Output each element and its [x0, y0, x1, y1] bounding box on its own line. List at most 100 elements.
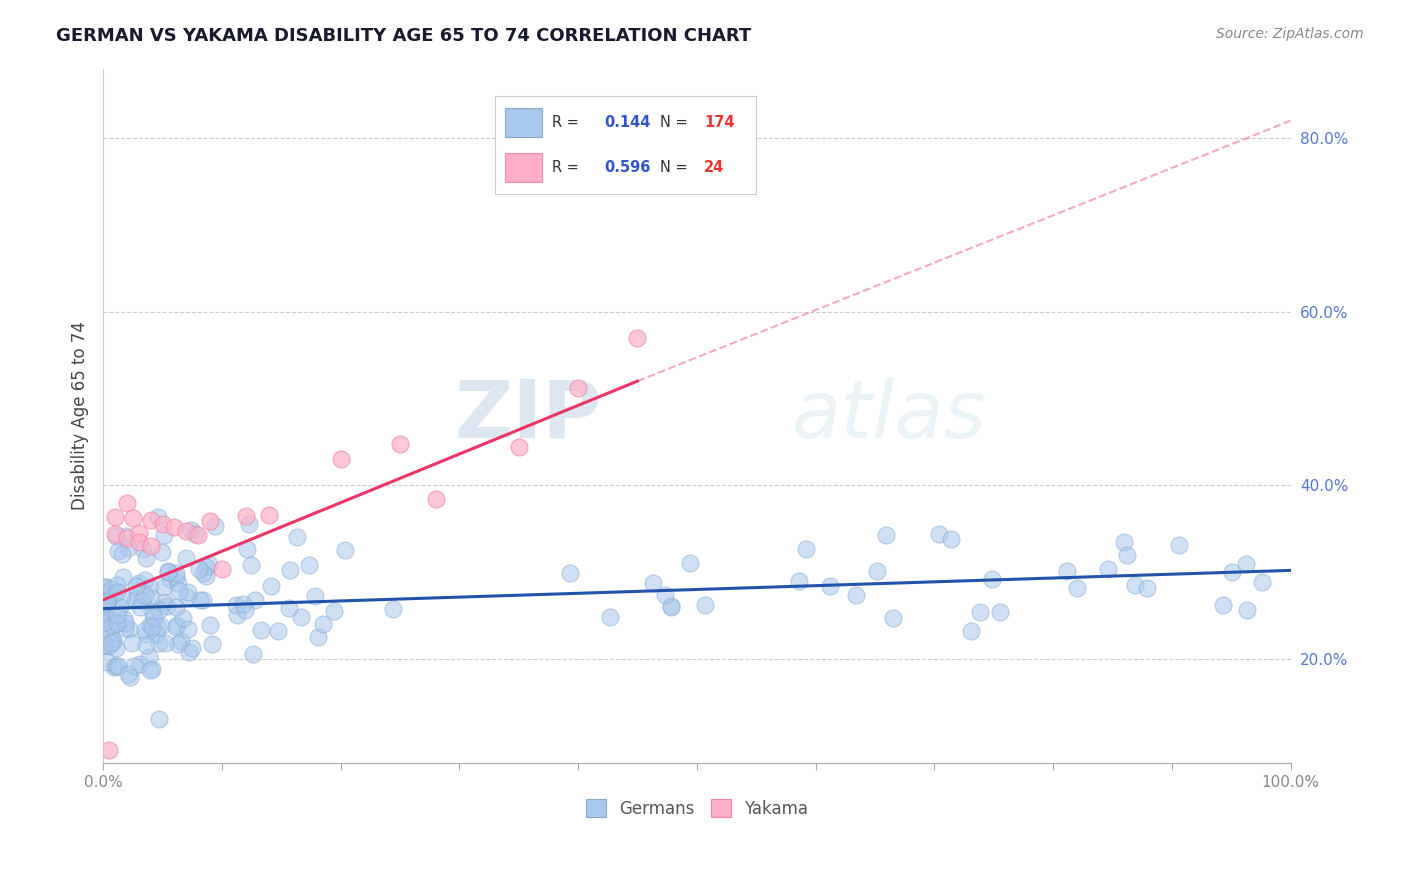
- Point: [235, 508, 257, 523]
- Point: [139, 591, 162, 605]
- Point: [166, 575, 188, 590]
- Point: [659, 600, 682, 615]
- Point: [152, 516, 174, 531]
- Point: [94, 622, 117, 636]
- Point: [145, 627, 167, 641]
- Point: [96, 595, 118, 609]
- Point: [152, 545, 174, 559]
- Point: [969, 605, 991, 619]
- Point: [233, 603, 256, 617]
- Point: [180, 523, 202, 537]
- Point: [176, 585, 198, 599]
- Point: [97, 593, 120, 607]
- Text: atlas: atlas: [792, 376, 987, 455]
- Point: [307, 630, 329, 644]
- Point: [139, 580, 162, 594]
- Point: [198, 515, 221, 529]
- Point: [121, 636, 143, 650]
- Point: [146, 510, 169, 524]
- Point: [1212, 598, 1234, 612]
- Text: GERMAN VS YAKAMA DISABILITY AGE 65 TO 74 CORRELATION CHART: GERMAN VS YAKAMA DISABILITY AGE 65 TO 74…: [56, 27, 751, 45]
- Point: [1167, 537, 1189, 551]
- Point: [1236, 603, 1258, 617]
- Point: [960, 624, 983, 638]
- Point: [626, 331, 648, 345]
- Point: [278, 563, 301, 577]
- Point: [236, 541, 259, 556]
- Point: [100, 636, 122, 650]
- Point: [1056, 564, 1078, 578]
- Point: [290, 610, 312, 624]
- Point: [125, 591, 148, 605]
- Point: [225, 599, 247, 613]
- Point: [139, 513, 162, 527]
- Point: [329, 452, 352, 467]
- Point: [96, 655, 118, 669]
- Point: [134, 573, 156, 587]
- Point: [131, 594, 153, 608]
- Point: [194, 560, 217, 574]
- Point: [304, 589, 326, 603]
- Point: [260, 579, 283, 593]
- Point: [98, 639, 121, 653]
- Text: Source: ZipAtlas.com: Source: ZipAtlas.com: [1216, 27, 1364, 41]
- Point: [165, 566, 187, 581]
- Point: [1116, 549, 1139, 563]
- Point: [176, 590, 198, 604]
- Point: [98, 743, 121, 757]
- Point: [148, 712, 170, 726]
- Point: [242, 647, 264, 661]
- Point: [93, 586, 115, 600]
- Point: [659, 599, 682, 613]
- Point: [170, 633, 193, 648]
- Point: [240, 558, 263, 572]
- Point: [155, 636, 177, 650]
- Point: [118, 622, 141, 636]
- Point: [818, 579, 841, 593]
- Point: [94, 596, 117, 610]
- Point: [124, 593, 146, 607]
- Point: [153, 580, 176, 594]
- Point: [988, 605, 1011, 619]
- Point: [104, 617, 127, 632]
- Point: [981, 572, 1004, 586]
- Point: [198, 618, 221, 632]
- Point: [94, 603, 117, 617]
- Point: [388, 437, 411, 451]
- Point: [335, 543, 357, 558]
- Point: [243, 593, 266, 607]
- Point: [114, 621, 136, 635]
- Point: [132, 542, 155, 557]
- Point: [128, 576, 150, 591]
- Point: [250, 623, 273, 637]
- Point: [139, 539, 162, 553]
- Point: [165, 569, 187, 583]
- Point: [882, 611, 904, 625]
- Point: [654, 588, 676, 602]
- Point: [148, 620, 170, 634]
- Point: [148, 603, 170, 617]
- Point: [193, 593, 215, 607]
- Point: [187, 562, 209, 576]
- Point: [157, 565, 180, 579]
- Point: [1112, 535, 1135, 549]
- Point: [101, 633, 124, 648]
- Point: [96, 599, 118, 613]
- Point: [129, 657, 152, 671]
- Point: [789, 574, 811, 588]
- Point: [118, 670, 141, 684]
- Point: [184, 526, 207, 541]
- Point: [157, 565, 180, 579]
- Point: [122, 659, 145, 673]
- Point: [111, 590, 134, 604]
- Point: [134, 624, 156, 638]
- Point: [166, 617, 188, 632]
- Point: [103, 635, 125, 649]
- Point: [599, 610, 621, 624]
- Point: [108, 600, 131, 615]
- Point: [238, 516, 260, 531]
- Point: [156, 599, 179, 613]
- Point: [695, 598, 717, 612]
- Point: [1234, 557, 1257, 571]
- Point: [558, 566, 581, 581]
